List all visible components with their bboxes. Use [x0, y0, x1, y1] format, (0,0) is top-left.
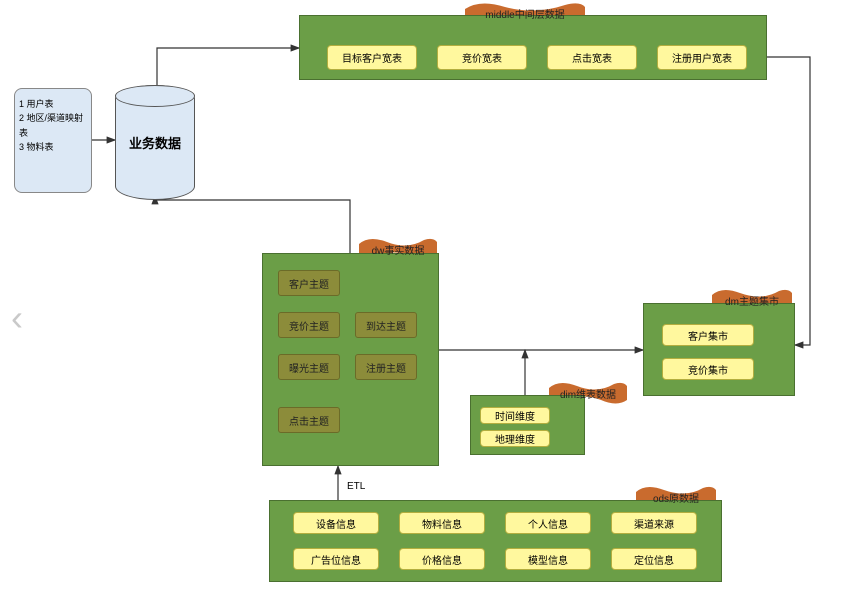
dim-flag: dim维表数据 [549, 381, 627, 405]
middle-item: 注册用户宽表 [657, 45, 747, 70]
ods-item: 设备信息 [293, 512, 379, 534]
dm-flag: dm主题集市 [712, 288, 792, 312]
dim-item: 时间维度 [480, 407, 550, 424]
notes-source-tables: 1 用户表 2 地区/渠道映射表 3 物料表 [14, 88, 92, 193]
ods-item: 渠道来源 [611, 512, 697, 534]
business-data-cylinder: 业务数据 [115, 85, 195, 200]
note-line: 3 物料表 [19, 140, 87, 154]
dm-panel [643, 303, 795, 396]
ods-item: 定位信息 [611, 548, 697, 570]
dw-item: 竞价主题 [278, 312, 340, 338]
etl-label: ETL [347, 481, 365, 492]
note-line: 1 用户表 [19, 97, 87, 111]
dw-item: 客户主题 [278, 270, 340, 296]
dw-item: 注册主题 [355, 354, 417, 380]
dw-item: 到达主题 [355, 312, 417, 338]
middle-item: 目标客户宽表 [327, 45, 417, 70]
nav-chevron-left[interactable]: ‹ [11, 297, 23, 339]
ods-item: 广告位信息 [293, 548, 379, 570]
dw-flag: dw事实数据 [359, 237, 437, 261]
ods-item: 物料信息 [399, 512, 485, 534]
middle-item: 竞价宽表 [437, 45, 527, 70]
ods-item: 个人信息 [505, 512, 591, 534]
cylinder-label: 业务数据 [129, 133, 181, 152]
middle-item: 点击宽表 [547, 45, 637, 70]
ods-flag: ods原数据 [636, 485, 716, 509]
note-line: 2 地区/渠道映射表 [19, 111, 87, 140]
dw-item: 曝光主题 [278, 354, 340, 380]
ods-item: 模型信息 [505, 548, 591, 570]
ods-item: 价格信息 [399, 548, 485, 570]
dm-item: 竞价集市 [662, 358, 754, 380]
dim-item: 地理维度 [480, 430, 550, 447]
middle-flag: middle中间层数据 [465, 1, 585, 26]
dw-item: 点击主题 [278, 407, 340, 433]
dm-item: 客户集市 [662, 324, 754, 346]
